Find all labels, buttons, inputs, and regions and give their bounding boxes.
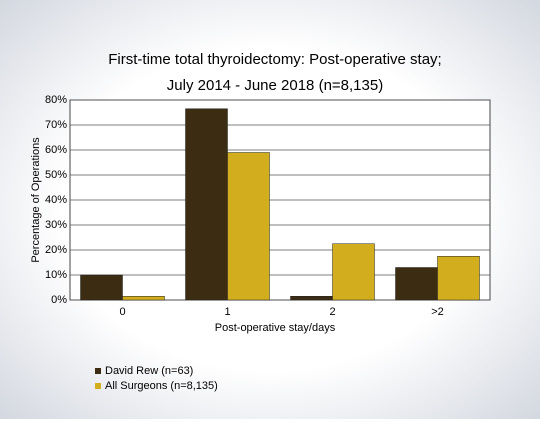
y-axis-label: Percentage of Operations (30, 137, 42, 263)
y-tick-label: 0% (51, 294, 67, 306)
bar (395, 267, 438, 301)
y-tick-label: 80% (45, 94, 67, 106)
legend-label: All Surgeons (n=8,135) (105, 380, 218, 392)
legend-marker (95, 368, 101, 374)
chart-title: First-time total thyroidectomy: Post-ope… (108, 51, 441, 68)
bar (332, 243, 375, 301)
chart-subtitle: July 2014 - June 2018 (n=8,135) (167, 77, 383, 94)
legend-label: David Rew (n=63) (105, 365, 193, 377)
y-tick-label: 60% (45, 144, 67, 156)
y-tick-label: 70% (45, 119, 67, 131)
bar (290, 296, 333, 301)
y-tick-label: 50% (45, 169, 67, 181)
y-tick-label: 30% (45, 219, 67, 231)
x-tick-label: 2 (329, 306, 335, 318)
y-tick-label: 40% (45, 194, 67, 206)
bar (122, 296, 165, 301)
x-tick-label: 0 (119, 306, 125, 318)
bar (80, 274, 123, 301)
y-tick-label: 20% (45, 244, 67, 256)
bar (437, 256, 480, 301)
x-tick-label: >2 (431, 306, 444, 318)
bar (185, 108, 228, 301)
bar (227, 152, 270, 301)
y-tick-label: 10% (45, 269, 67, 281)
legend-marker (95, 383, 101, 389)
x-tick-label: 1 (224, 306, 230, 318)
x-axis-label: Post-operative stay/days (215, 322, 336, 334)
